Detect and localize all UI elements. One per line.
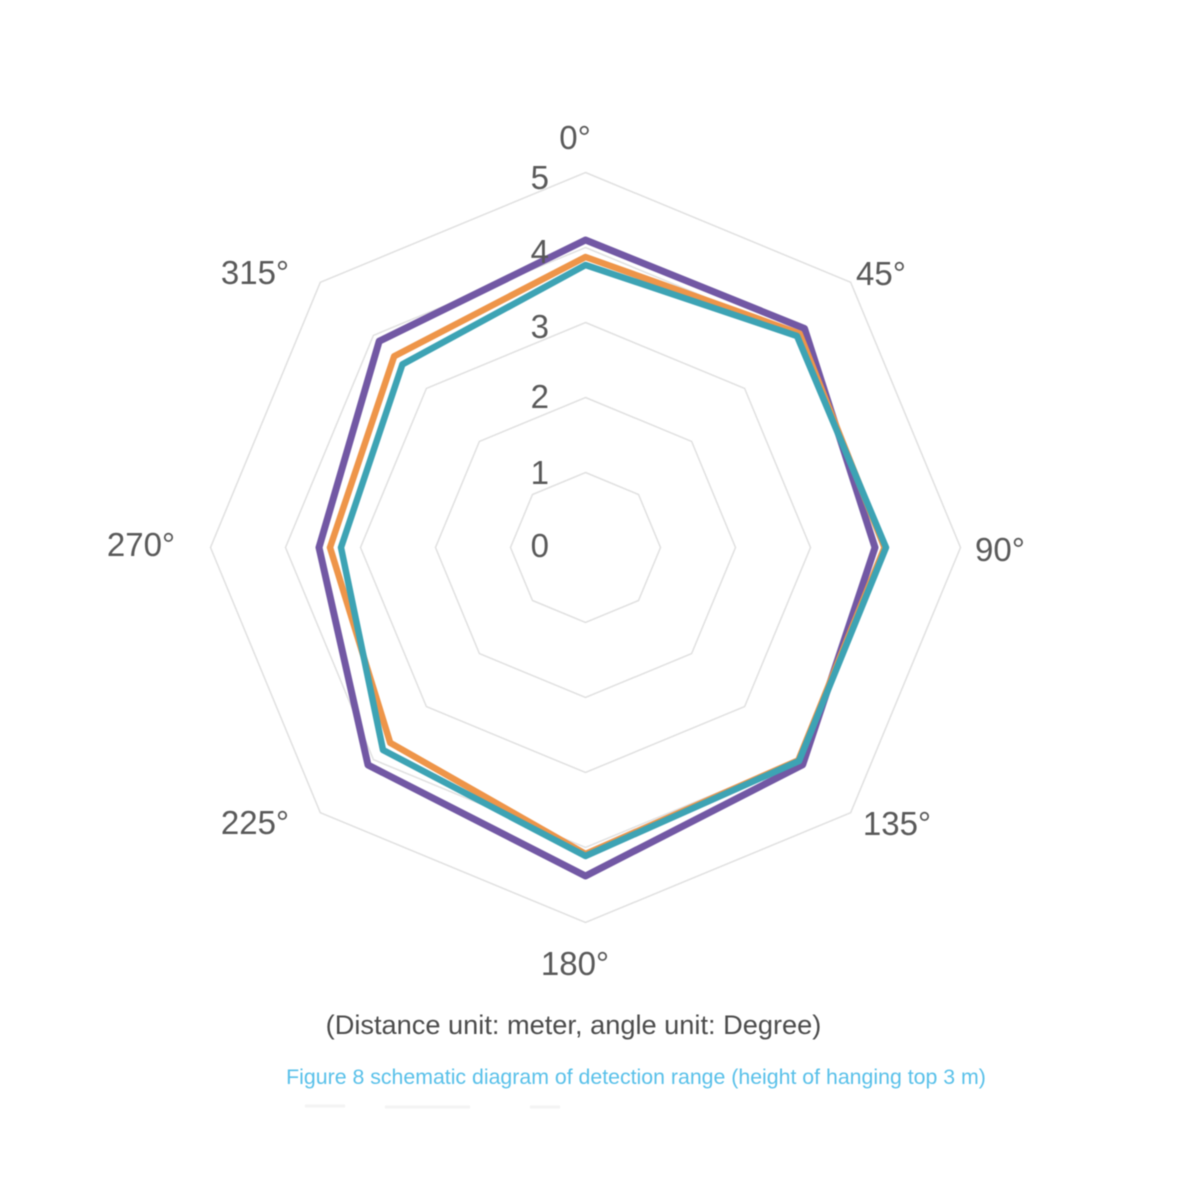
svg-text:0: 0 xyxy=(531,527,549,564)
svg-text:4: 4 xyxy=(531,233,549,270)
svg-text:225°: 225° xyxy=(221,804,289,841)
svg-text:(Distance unit: meter, angle u: (Distance unit: meter, angle unit: Degre… xyxy=(326,1009,822,1040)
svg-text:1: 1 xyxy=(531,454,549,491)
svg-text:270°: 270° xyxy=(107,526,175,563)
svg-text:180°: 180° xyxy=(541,945,609,982)
svg-text:0°: 0° xyxy=(559,119,591,156)
svg-text:3: 3 xyxy=(531,308,549,345)
svg-text:135°: 135° xyxy=(863,805,931,842)
svg-text:90°: 90° xyxy=(975,531,1025,568)
svg-text:45°: 45° xyxy=(856,255,906,292)
svg-text:2: 2 xyxy=(531,378,549,415)
svg-text:315°: 315° xyxy=(221,254,289,291)
svg-text:Figure 8 schematic diagram of: Figure 8 schematic diagram of detection … xyxy=(286,1065,986,1089)
svg-text:5: 5 xyxy=(531,159,549,196)
